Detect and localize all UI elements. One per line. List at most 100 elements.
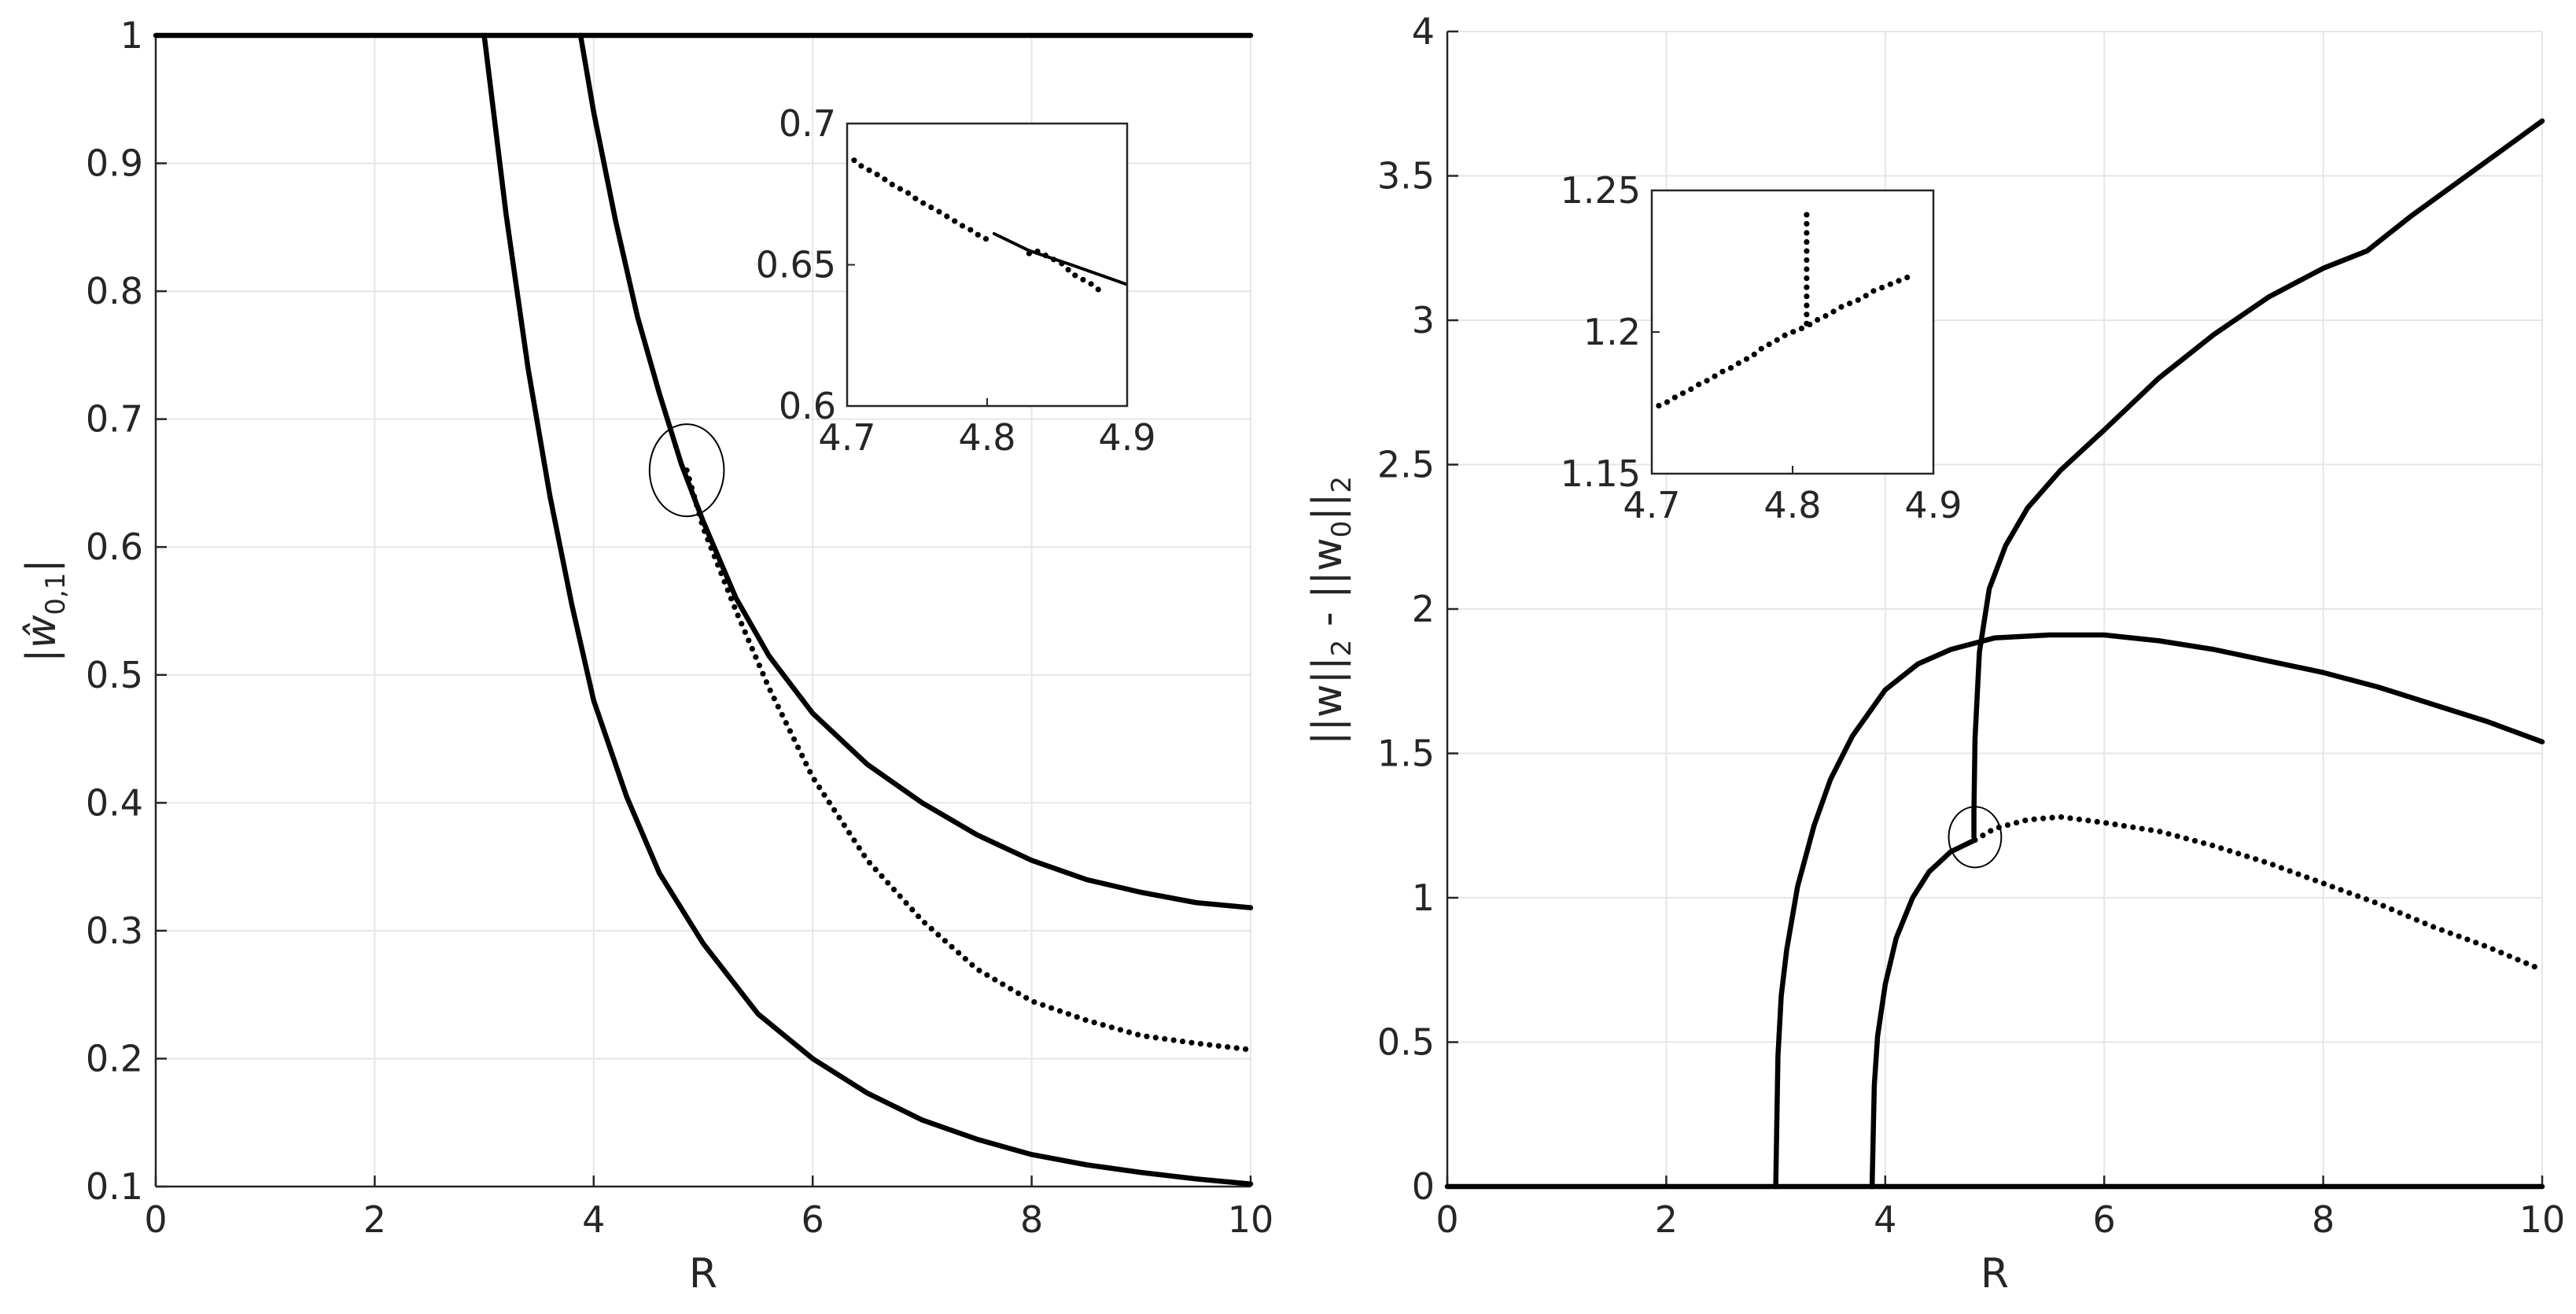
left-point	[753, 654, 759, 660]
left-inset-point	[882, 176, 888, 183]
right-point	[1980, 832, 1986, 839]
right-xtick-label: 6	[2093, 1198, 2116, 1241]
left-inset-ytick-label: 0.7	[779, 102, 836, 145]
right-point	[2269, 862, 2276, 868]
right-point	[2121, 822, 2128, 829]
right-point	[2278, 865, 2284, 871]
right-inset-point	[1743, 356, 1750, 362]
right-ytick-label: 0.5	[1377, 1021, 1435, 1064]
left-point	[694, 502, 700, 508]
right-point	[2506, 953, 2512, 959]
left-point	[807, 769, 813, 775]
left-inset-point	[975, 231, 981, 238]
right-inset-point	[1719, 368, 1726, 375]
right-inset-point	[1774, 337, 1780, 343]
right-data	[1444, 118, 2545, 1190]
right-inset-point	[1664, 399, 1671, 405]
left-series-1	[481, 32, 1254, 1187]
left-point	[1162, 1035, 1168, 1042]
left-ytick-label: 0.9	[86, 142, 143, 185]
right-inset-point	[1790, 329, 1797, 335]
left-point	[1152, 1035, 1159, 1041]
left-inset-xtick-label: 4.8	[958, 416, 1015, 459]
right-inset-point	[1804, 257, 1810, 264]
left-point	[771, 696, 777, 702]
left-point	[992, 976, 998, 983]
right-point	[2227, 847, 2233, 854]
right-inset-point	[1904, 275, 1911, 281]
left-point	[739, 621, 745, 627]
right-inset-point	[1712, 373, 1718, 379]
right-inset-point	[1863, 293, 1869, 299]
right-inset-point	[1804, 248, 1810, 254]
left-point	[708, 544, 714, 552]
right-point	[2456, 933, 2462, 939]
left-point	[922, 920, 928, 926]
right-xtick-label: 0	[1435, 1198, 1458, 1241]
right-point	[2183, 836, 2189, 842]
right-inset-series-1	[1804, 212, 1810, 327]
right-inset-point	[1804, 312, 1810, 318]
right-point	[2139, 825, 2145, 832]
left-point	[1126, 1029, 1133, 1035]
left-inset-point	[928, 204, 934, 211]
left-point	[909, 906, 916, 913]
right-line-4	[1971, 118, 2545, 840]
left-inset-point	[1065, 267, 1071, 273]
right-xtick-label: 8	[2312, 1198, 2335, 1241]
left-point	[1170, 1037, 1177, 1043]
right-y-axis-label-part: 2	[1326, 640, 1358, 657]
right-ytick-label: 2.5	[1377, 444, 1435, 486]
right-inset-point	[1804, 266, 1810, 272]
right-inset-point	[1804, 212, 1810, 218]
left-inset-series-0	[851, 157, 989, 242]
left-point	[767, 687, 773, 693]
right-xtick-label: 2	[1655, 1198, 1678, 1241]
left-point	[1091, 1019, 1097, 1026]
left-point	[724, 587, 731, 593]
right-point	[2191, 838, 2198, 844]
left-xtick-label: 10	[1228, 1198, 1274, 1241]
left-point	[1040, 1002, 1046, 1008]
left-inset-point	[982, 235, 989, 242]
left-point	[1207, 1042, 1213, 1048]
left-inset-ytick-label: 0.65	[756, 244, 836, 286]
right-point	[2147, 827, 2154, 833]
right-point	[2014, 820, 2020, 826]
left-point	[1008, 986, 1014, 992]
left-inset-point	[967, 227, 974, 233]
right-point	[2397, 910, 2403, 916]
left-point	[783, 720, 790, 726]
right-point	[2405, 914, 2412, 920]
right-ytick-label: 1	[1412, 877, 1435, 919]
left-inset-xtick-label: 4.9	[1098, 416, 1155, 459]
left-inset-series-2	[1026, 248, 1101, 293]
left-point	[851, 837, 857, 843]
right-line-1	[1773, 632, 2545, 1190]
right-inset-point	[1838, 304, 1844, 310]
left-ytick-label: 0.4	[86, 781, 143, 824]
right-point	[2380, 902, 2386, 909]
right-inset-data	[1656, 212, 1911, 409]
left-point	[890, 886, 897, 893]
left-point	[799, 752, 805, 759]
left-point	[1108, 1024, 1115, 1031]
right-point	[2531, 964, 2537, 970]
left-point	[984, 972, 990, 978]
left-point	[1065, 1011, 1071, 1017]
right-ytick-label: 1.5	[1377, 733, 1435, 775]
right-point	[2022, 818, 2029, 824]
right-inset-frame	[1650, 189, 1935, 475]
right-inset-point	[1758, 345, 1764, 352]
right-point	[2049, 814, 2055, 821]
right-point	[2253, 856, 2259, 862]
left-point	[836, 814, 842, 821]
right-inset-point	[1804, 293, 1810, 300]
right-ytick-label: 0	[1412, 1165, 1435, 1208]
left-inset-point	[959, 223, 966, 229]
right-inset-point	[1735, 360, 1741, 367]
right-point	[2067, 815, 2073, 821]
right-point	[2295, 871, 2301, 877]
left-point	[866, 859, 873, 866]
